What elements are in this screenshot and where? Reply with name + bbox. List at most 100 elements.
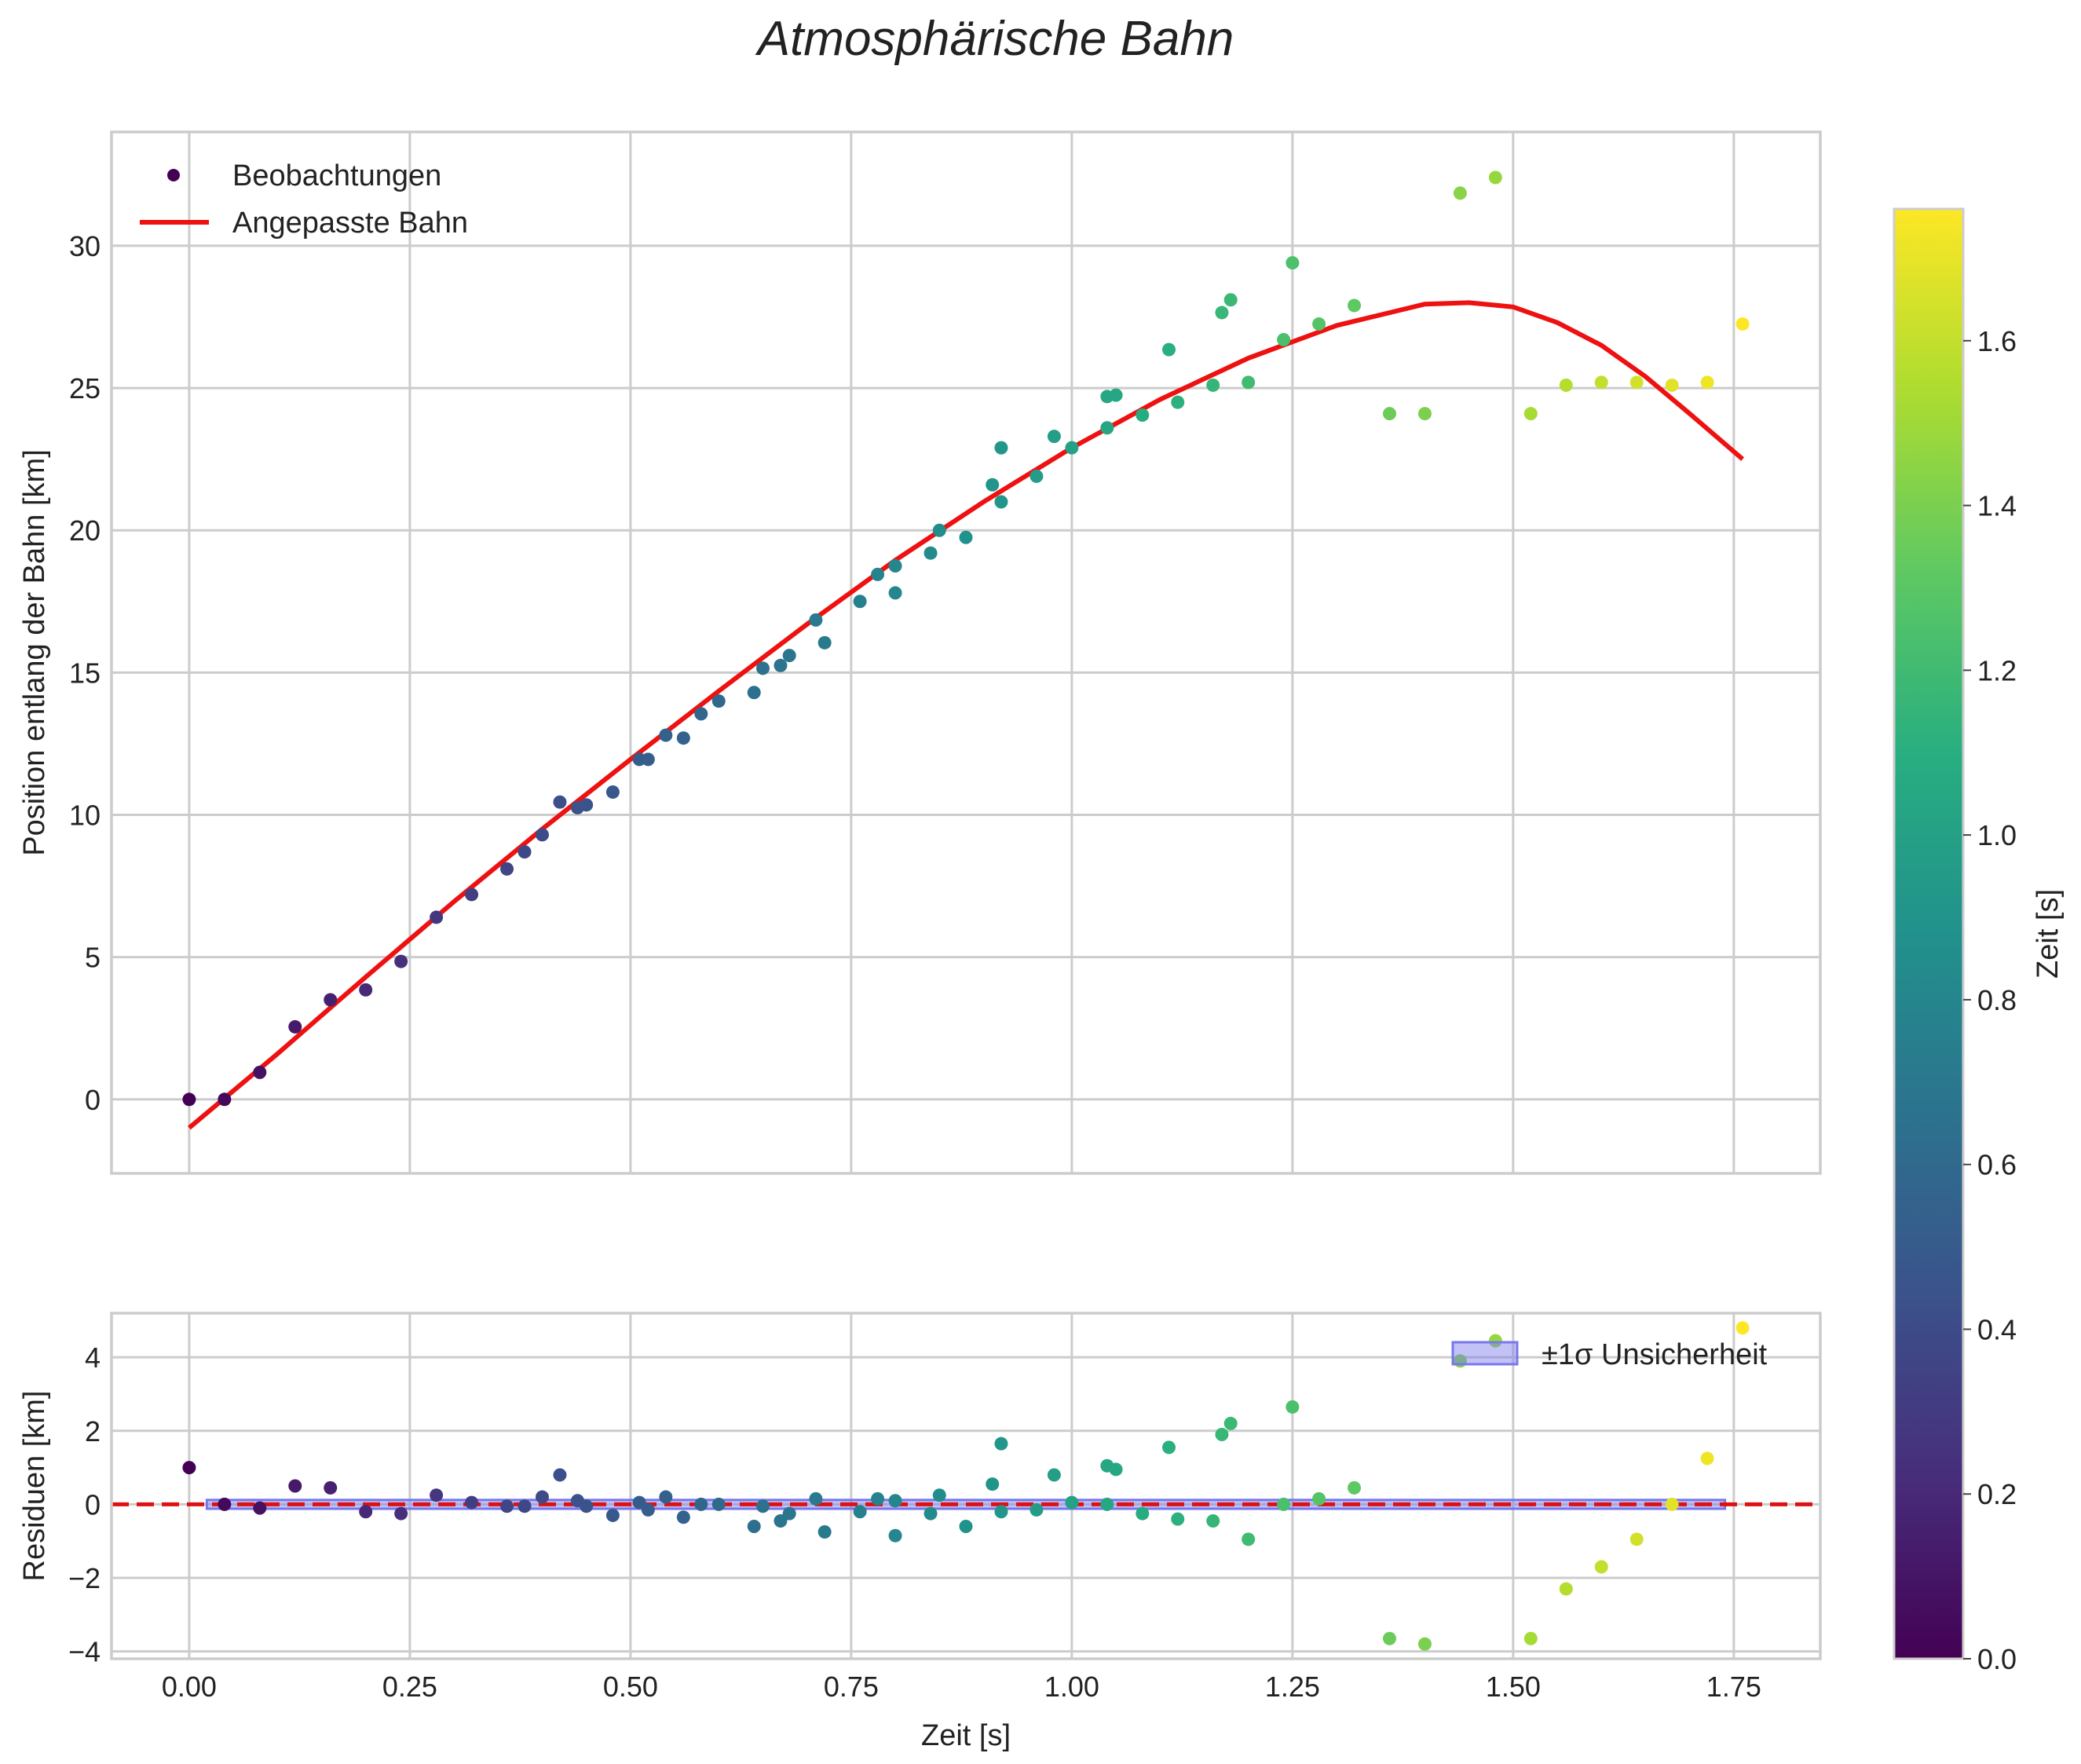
top-y-tick-label: 20: [69, 514, 101, 547]
residual-point: [1136, 1506, 1150, 1521]
top-gridlines: [112, 132, 1820, 1173]
legend-scatter-marker: [167, 169, 180, 181]
residual-point: [1242, 1532, 1256, 1546]
observation-point: [853, 595, 867, 609]
observation-point: [817, 635, 832, 650]
observation-point: [1136, 408, 1150, 422]
top-y-tick-labels: 0 5 10 15 20 25 30: [69, 230, 101, 1116]
top-y-axis-label: Position entlang der Bahn [km]: [18, 449, 51, 856]
residual-point: [324, 1480, 338, 1495]
observation-point: [659, 728, 673, 742]
residual-point: [1735, 1321, 1750, 1335]
legend-band-marker: [1451, 1341, 1519, 1366]
observation-point: [1559, 378, 1573, 392]
observation-point: [1171, 395, 1185, 409]
observation-point: [1223, 293, 1238, 307]
observation-point: [394, 954, 408, 968]
residual-point: [359, 1505, 373, 1519]
observation-point: [1383, 407, 1397, 421]
observation-point: [1453, 186, 1467, 200]
residual-point: [1100, 1497, 1114, 1511]
x-axis-label: Zeit [s]: [921, 1719, 1011, 1752]
residual-point: [641, 1502, 655, 1517]
residual-point: [959, 1519, 973, 1533]
bottom-y-tick-label: 0: [85, 1488, 101, 1521]
residual-point: [632, 1495, 646, 1510]
observation-point: [605, 785, 620, 800]
residual-point: [1215, 1427, 1229, 1441]
residual-point: [1206, 1513, 1220, 1528]
observation-point: [932, 523, 946, 537]
residual-point: [774, 1513, 788, 1528]
observation-point: [1488, 170, 1502, 185]
bottom-y-tick-labels: −4 −2 0 2 4: [68, 1341, 101, 1667]
residual-point: [694, 1497, 708, 1511]
observation-point: [694, 707, 708, 721]
residual-point: [755, 1499, 770, 1513]
residual-point: [535, 1490, 549, 1504]
observation-point: [1348, 298, 1362, 313]
observation-point: [553, 795, 567, 809]
observation-point: [774, 658, 788, 672]
residual-point: [853, 1505, 867, 1519]
legend-band-label: ±1σ Unsicherheit: [1542, 1338, 1768, 1371]
observation-point: [1162, 342, 1176, 357]
observation-point: [923, 546, 938, 560]
observation-point: [959, 530, 973, 544]
observation-point: [1047, 430, 1061, 444]
residual-point: [605, 1508, 620, 1522]
residual-point: [1665, 1497, 1679, 1511]
observation-point: [1100, 421, 1114, 435]
observation-points: [182, 170, 1750, 1107]
observation-point: [1594, 375, 1608, 390]
residual-point: [747, 1519, 761, 1533]
bottom-gridlines: [112, 1313, 1820, 1659]
colorbar-tick-label: 1.2: [1977, 654, 2017, 686]
residual-point: [1629, 1532, 1644, 1546]
residual-point: [986, 1477, 1000, 1491]
top-y-tick-label: 5: [85, 942, 101, 974]
residual-point: [711, 1497, 726, 1511]
residual-point: [1312, 1491, 1326, 1506]
colorbar-tick-label: 0.4: [1977, 1313, 2017, 1345]
observation-point: [218, 1092, 232, 1107]
observation-point: [1665, 378, 1679, 392]
top-y-tick-label: 10: [69, 800, 101, 832]
x-tick-label: 0.50: [603, 1671, 658, 1703]
colorbar-tick-label: 0.0: [1977, 1643, 2017, 1675]
residual-point: [888, 1494, 902, 1508]
observation-point: [809, 613, 823, 627]
top-y-tick-label: 0: [85, 1084, 101, 1116]
top-legend: Beobachtungen Angepasste Bahn: [140, 159, 468, 240]
residual-point: [553, 1468, 567, 1482]
residual-point: [1030, 1502, 1044, 1517]
residual-point: [888, 1528, 902, 1543]
observation-point: [518, 845, 532, 859]
observation-point: [711, 694, 726, 708]
observation-point: [465, 887, 479, 902]
colorbar: 0.0 0.2 0.4 0.6 0.8 1.0 1.2 1.4 1.6 Zeit [s]: [1893, 207, 2065, 1675]
observation-point: [1735, 317, 1750, 331]
observation-point: [1030, 469, 1044, 483]
residual-point: [932, 1488, 946, 1502]
residual-point: [871, 1491, 885, 1506]
top-y-tick-label: 30: [69, 230, 101, 262]
x-tick-label: 1.00: [1044, 1671, 1099, 1703]
observation-point: [755, 661, 770, 675]
bottom-legend: ±1σ Unsicherheit: [1451, 1338, 1768, 1371]
residual-point: [465, 1495, 479, 1510]
bottom-panel-frame: [110, 1312, 1822, 1660]
residual-point: [500, 1499, 514, 1513]
residual-point: [782, 1506, 796, 1521]
x-tick-label: 0.75: [824, 1671, 879, 1703]
bottom-y-tick-label: 4: [85, 1341, 101, 1374]
colorbar-tick-label: 0.6: [1977, 1149, 2017, 1181]
x-tick-label: 1.50: [1486, 1671, 1541, 1703]
residual-point: [1047, 1468, 1061, 1482]
legend-line-label: Angepasste Bahn: [232, 207, 468, 240]
residual-point: [1559, 1582, 1573, 1596]
residual-point: [994, 1505, 1008, 1519]
residual-point: [430, 1488, 444, 1502]
observation-point: [1109, 388, 1123, 402]
